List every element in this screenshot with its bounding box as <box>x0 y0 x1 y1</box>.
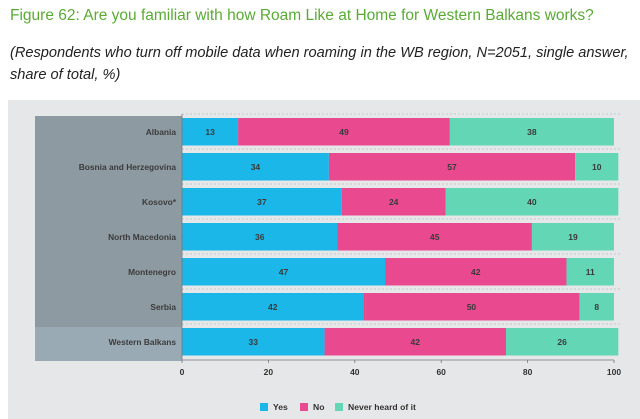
data-label-yes-north-macedonia: 36 <box>255 232 265 242</box>
bar-no-kosovo <box>341 188 446 216</box>
bar-yes-kosovo <box>182 188 342 216</box>
data-label-yes-kosovo: 37 <box>257 197 267 207</box>
x-tick-label-60: 60 <box>436 367 446 377</box>
data-label-never-bosnia-and-herzegovina: 10 <box>592 162 602 172</box>
stacked-bar-chart: 13 49 38 Albania 34 57 10 Bosnia and Herzegovin… <box>35 113 621 412</box>
bar-no-montenegro <box>385 258 567 286</box>
bar-never-serbia <box>579 293 614 321</box>
legend-label-no: No <box>313 402 324 412</box>
bar-no-albania <box>238 118 450 146</box>
data-label-yes-bosnia-and-herzegovina: 34 <box>251 162 261 172</box>
bar-yes-montenegro <box>182 258 386 286</box>
figure-subtitle-line1: (Respondents who turn off mobile data wh… <box>10 45 629 61</box>
legend-label-yes: Yes <box>273 402 288 412</box>
data-label-yes-serbia: 42 <box>268 302 278 312</box>
data-label-no-serbia: 50 <box>467 302 477 312</box>
bar-no-western-balkans <box>324 328 506 356</box>
x-tick-label-40: 40 <box>350 367 360 377</box>
category-label-albania: Albania <box>146 127 177 137</box>
data-label-never-serbia: 8 <box>594 302 599 312</box>
bar-never-western-balkans <box>506 328 619 356</box>
bar-yes-north-macedonia <box>182 223 338 251</box>
data-label-no-montenegro: 42 <box>471 267 481 277</box>
bar-never-albania <box>449 118 614 146</box>
bar-yes-bosnia-and-herzegovina <box>182 153 329 181</box>
bar-yes-western-balkans <box>182 328 325 356</box>
bar-yes-serbia <box>182 293 364 321</box>
data-label-never-western-balkans: 26 <box>557 337 567 347</box>
data-label-never-kosovo: 40 <box>527 197 537 207</box>
legend-swatch-never <box>335 403 343 411</box>
data-label-no-albania: 49 <box>339 127 349 137</box>
bar-no-serbia <box>363 293 580 321</box>
data-label-never-montenegro: 11 <box>586 267 595 277</box>
bar-yes-albania <box>182 118 239 146</box>
category-label-north-macedonia: North Macedonia <box>108 232 176 242</box>
bar-never-kosovo <box>445 188 619 216</box>
chart-panel: 13 49 38 Albania 34 57 10 Bosnia and Herzegovin… <box>8 100 640 419</box>
bar-no-north-macedonia <box>337 223 532 251</box>
data-label-never-albania: 38 <box>527 127 537 137</box>
legend-label-never: Never heard of it <box>348 402 416 412</box>
data-label-no-bosnia-and-herzegovina: 57 <box>447 162 457 172</box>
data-label-yes-albania: 13 <box>205 127 215 137</box>
data-label-yes-western-balkans: 33 <box>249 337 259 347</box>
category-label-panel <box>35 116 182 327</box>
bar-never-north-macedonia <box>531 223 614 251</box>
bar-never-bosnia-and-herzegovina <box>575 153 619 181</box>
legend-swatch-yes <box>260 403 268 411</box>
x-tick-label-80: 80 <box>523 367 533 377</box>
category-label-panel-highlight <box>35 327 182 361</box>
category-label-bosnia-and-herzegovina: Bosnia and Herzegovina <box>79 162 177 172</box>
data-label-no-north-macedonia: 45 <box>430 232 440 242</box>
category-label-serbia: Serbia <box>150 302 176 312</box>
bar-no-bosnia-and-herzegovina <box>328 153 576 181</box>
x-tick-label-0: 0 <box>180 367 185 377</box>
data-label-no-kosovo: 24 <box>389 197 399 207</box>
figure-title: Figure 62: Are you familiar with how Roa… <box>10 7 594 24</box>
data-label-never-north-macedonia: 19 <box>568 232 578 242</box>
data-label-no-western-balkans: 42 <box>411 337 421 347</box>
figure-subtitle-line2: share of total, %) <box>10 67 121 83</box>
x-tick-label-100: 100 <box>607 367 621 377</box>
category-label-kosovo: Kosovo* <box>142 197 177 207</box>
data-label-yes-montenegro: 47 <box>279 267 289 277</box>
legend-swatch-no <box>300 403 308 411</box>
bar-never-montenegro <box>566 258 614 286</box>
category-label-western-balkans: Western Balkans <box>109 337 177 347</box>
category-label-montenegro: Montenegro <box>128 267 176 277</box>
x-tick-label-20: 20 <box>264 367 274 377</box>
